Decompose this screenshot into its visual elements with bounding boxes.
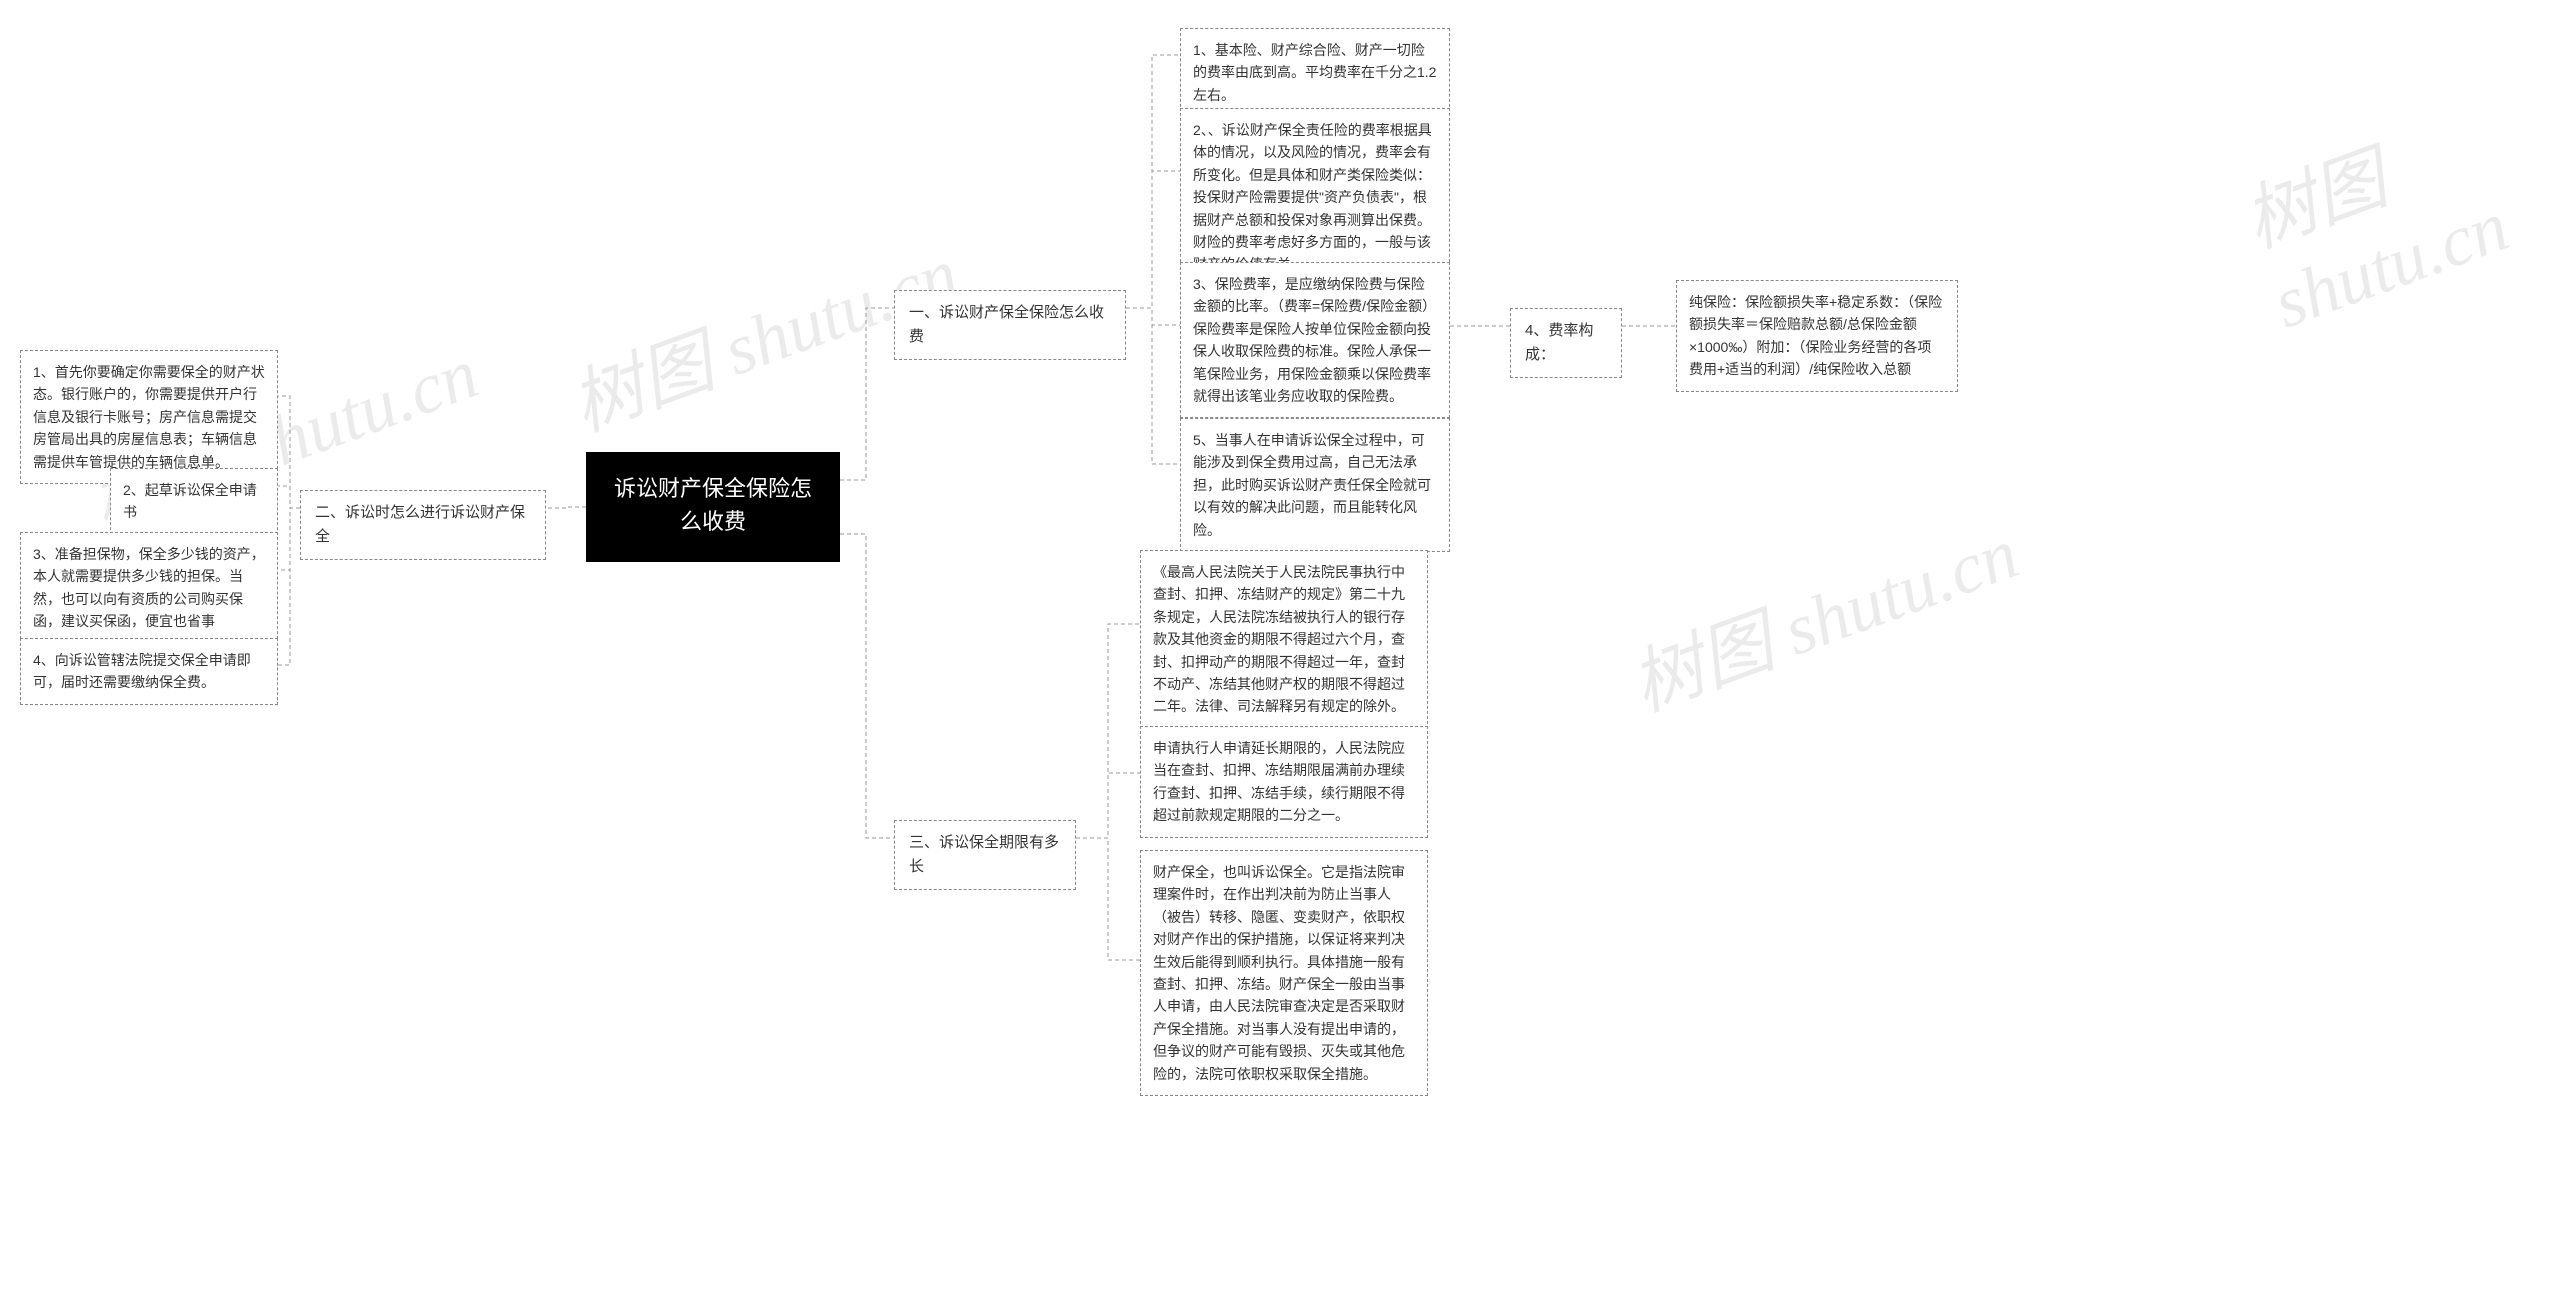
r1-leaf-3: 3、保险费率，是应缴纳保险费与保险金额的比率。（费率=保险费/保险金额）保险费率…	[1180, 262, 1450, 418]
r3-leaf-3: 财产保全，也叫诉讼保全。它是指法院审理案件时，在作出判决前为防止当事人（被告）转…	[1140, 850, 1428, 1096]
r1-leaf-3-sub: 4、费率构成：	[1510, 308, 1622, 378]
left-leaf-4: 4、向诉讼管辖法院提交保全申请即可，届时还需要缴纳保全费。	[20, 638, 278, 705]
left-leaf-1: 1、首先你要确定你需要保全的财产状态。银行账户的，你需要提供开户行信息及银行卡账…	[20, 350, 278, 484]
branch-right-1: 一、诉讼财产保全保险怎么收费	[894, 290, 1126, 360]
r3-leaf-1: 《最高人民法院关于人民法院民事执行中查封、扣押、冻结财产的规定》第二十九条规定，…	[1140, 550, 1428, 729]
left-leaf-2: 2、起草诉讼保全申请书	[110, 468, 278, 535]
r1-leaf-1: 1、基本险、财产综合险、财产一切险的费率由底到高。平均费率在千分之1.2左右。	[1180, 28, 1450, 117]
branch-left: 二、诉讼时怎么进行诉讼财产保全	[300, 490, 546, 560]
r1-leaf-5: 5、当事人在申请诉讼保全过程中，可能涉及到保全费用过高，自己无法承担，此时购买诉…	[1180, 418, 1450, 552]
r1-leaf-2: 2、、诉讼财产保全责任险的费率根据具体的情况，以及风险的情况，费率会有所变化。但…	[1180, 108, 1450, 287]
branch-right-3: 三、诉讼保全期限有多长	[894, 820, 1076, 890]
watermark: 树图 shutu.cn	[2227, 63, 2560, 346]
r3-leaf-2: 申请执行人申请延长期限的，人民法院应当在查封、扣押、冻结期限届满前办理续行查封、…	[1140, 726, 1428, 838]
root-node: 诉讼财产保全保险怎么收费	[586, 452, 840, 562]
watermark: 树图 shutu.cn	[1614, 494, 2030, 731]
left-leaf-3: 3、准备担保物，保全多少钱的资产，本人就需要提供多少钱的担保。当然，也可以向有资…	[20, 532, 278, 644]
r1-leaf-3-sub-leaf: 纯保险：保险额损失率+稳定系数：（保险额损失率＝保险赔款总额/总保险金额×100…	[1676, 280, 1958, 392]
